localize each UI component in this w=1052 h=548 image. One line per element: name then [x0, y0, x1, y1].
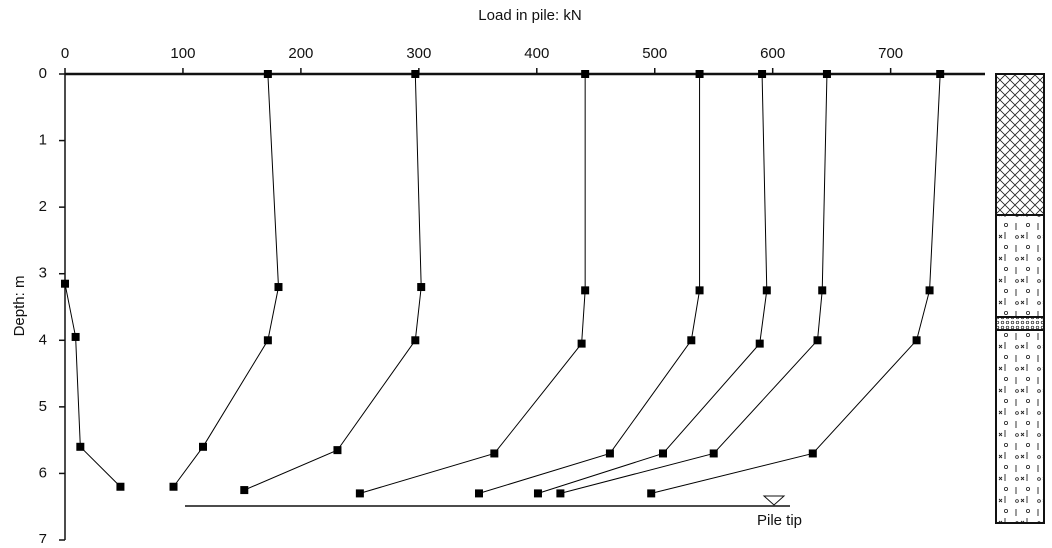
data-point [695, 286, 704, 295]
pile-tip-marker [185, 495, 790, 507]
x-axis-title: Load in pile: kN [478, 7, 581, 24]
data-point [755, 339, 764, 348]
y-tick-label: 2 [39, 198, 47, 215]
data-point [71, 332, 80, 341]
x-tick-label: 100 [170, 45, 195, 62]
data-point [274, 283, 283, 292]
data-point [263, 336, 272, 345]
annotation: Pile tip [757, 512, 802, 529]
data-point [556, 489, 565, 498]
data-point [936, 70, 945, 78]
data-point [533, 489, 542, 498]
series-line [173, 73, 279, 488]
y-tick-label: 6 [39, 464, 47, 481]
data-point [659, 449, 667, 458]
y-tick-label: 1 [39, 132, 47, 149]
data-point [169, 482, 178, 491]
series-line [64, 283, 121, 488]
series-line [537, 73, 768, 494]
y-tick-label: 5 [39, 398, 47, 415]
soil-column [995, 73, 1045, 524]
data-point [411, 336, 420, 345]
data-point [808, 449, 817, 458]
data-point [490, 449, 499, 458]
data-point [263, 70, 272, 78]
data-point [709, 449, 718, 458]
data-point [912, 336, 921, 345]
data-point [687, 336, 696, 345]
y-tick-label: 3 [39, 265, 47, 282]
data-point [925, 286, 934, 295]
data-point [758, 70, 767, 78]
data-point [813, 336, 822, 345]
data-point [475, 489, 483, 498]
data-point [581, 70, 590, 78]
y-tick-label: 4 [39, 331, 47, 348]
x-tick-label: 0 [61, 45, 69, 62]
x-tick-label: 700 [878, 45, 903, 62]
y-tick-label: 0 [39, 65, 47, 82]
data-point [695, 70, 704, 78]
data-point [333, 446, 342, 455]
x-tick-label: 300 [406, 45, 431, 62]
data-point [240, 486, 249, 495]
data-point [577, 339, 586, 348]
data-point [355, 489, 364, 498]
y-axis-title: Depth: m [11, 276, 28, 337]
data-point [116, 482, 125, 491]
data-point [605, 449, 614, 458]
series-line [359, 74, 586, 494]
data-point [199, 442, 207, 451]
series-line [651, 73, 941, 494]
x-tick-label: 600 [760, 45, 785, 62]
data-point [76, 442, 85, 451]
data-point [762, 286, 771, 295]
data-point [411, 70, 420, 78]
data-point [417, 283, 426, 292]
data-point [581, 286, 590, 295]
data-point [818, 286, 827, 295]
x-tick-label: 200 [288, 45, 313, 62]
data-point [822, 70, 831, 78]
x-tick-label: 500 [642, 45, 667, 62]
y-tick-label: 7 [39, 531, 47, 543]
data-point [647, 489, 656, 498]
x-tick-label: 400 [524, 45, 549, 62]
series-line [560, 73, 828, 494]
data-point [61, 279, 69, 288]
